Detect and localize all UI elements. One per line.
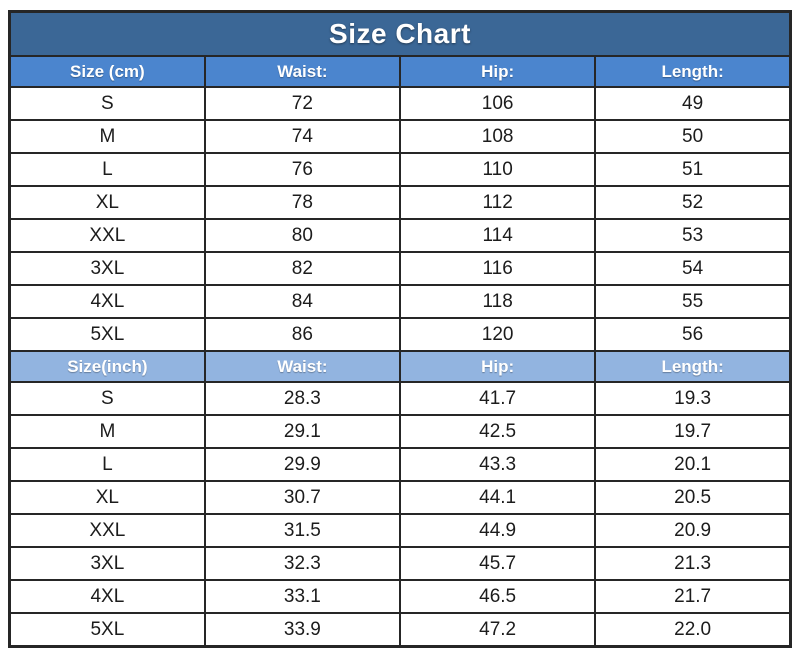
table-row: M 74 108 50: [8, 119, 792, 154]
measurement-value-cell: 21.3: [594, 546, 792, 581]
measure-column-header: Waist:: [203, 55, 402, 88]
measurement-value-cell: 43.3: [398, 447, 597, 482]
table-row: S 28.3 41.7 19.3: [8, 381, 792, 416]
measurement-value-cell: 108: [398, 119, 597, 154]
measurement-value-cell: 84: [203, 284, 402, 319]
measurement-value-cell: 30.7: [203, 480, 402, 515]
size-chart-title: Size Chart: [8, 10, 792, 57]
measurement-value-cell: 53: [594, 218, 792, 253]
measurement-value-cell: 19.3: [594, 381, 792, 416]
measurement-value-cell: 19.7: [594, 414, 792, 449]
measurement-value-cell: 82: [203, 251, 402, 286]
measurement-value-cell: 31.5: [203, 513, 402, 548]
size-label-cell: XXL: [8, 513, 206, 548]
table-row: 3XL 32.3 45.7 21.3: [8, 546, 792, 581]
table-row: 5XL 33.9 47.2 22.0: [8, 612, 792, 648]
header-row-centimeters: Size (cm) Waist: Hip: Length:: [8, 55, 792, 88]
measure-column-header: Waist:: [203, 350, 402, 383]
table-row: S 72 106 49: [8, 86, 792, 121]
size-column-header: Size (cm): [8, 55, 206, 88]
measurement-value-cell: 29.9: [203, 447, 402, 482]
size-label-cell: S: [8, 86, 206, 121]
measurement-value-cell: 114: [398, 218, 597, 253]
measurement-value-cell: 47.2: [398, 612, 597, 648]
size-label-cell: 5XL: [8, 317, 206, 352]
measure-column-header: Length:: [594, 55, 792, 88]
measure-column-header: Length:: [594, 350, 792, 383]
title-row: Size Chart: [8, 10, 792, 57]
measurement-value-cell: 28.3: [203, 381, 402, 416]
measurement-value-cell: 29.1: [203, 414, 402, 449]
measurement-value-cell: 21.7: [594, 579, 792, 614]
size-column-header: Size(inch): [8, 350, 206, 383]
measurement-value-cell: 44.1: [398, 480, 597, 515]
size-label-cell: XL: [8, 185, 206, 220]
measurement-value-cell: 80: [203, 218, 402, 253]
size-label-cell: L: [8, 152, 206, 187]
measurement-value-cell: 72: [203, 86, 402, 121]
size-label-cell: M: [8, 119, 206, 154]
size-chart: Size Chart Size (cm) Waist: Hip: Length: S 72…: [8, 10, 792, 648]
measurement-value-cell: 74: [203, 119, 402, 154]
measurement-value-cell: 46.5: [398, 579, 597, 614]
measurement-value-cell: 51: [594, 152, 792, 187]
size-label-cell: L: [8, 447, 206, 482]
measurement-value-cell: 116: [398, 251, 597, 286]
measure-column-header: Hip:: [398, 55, 597, 88]
size-label-cell: M: [8, 414, 206, 449]
size-label-cell: 4XL: [8, 579, 206, 614]
measurement-value-cell: 20.5: [594, 480, 792, 515]
measurement-value-cell: 41.7: [398, 381, 597, 416]
measurement-value-cell: 20.9: [594, 513, 792, 548]
measurement-value-cell: 112: [398, 185, 597, 220]
size-chart-table: Size Chart Size (cm) Waist: Hip: Length: S 72…: [8, 10, 792, 648]
measurement-value-cell: 42.5: [398, 414, 597, 449]
header-row-inches: Size(inch) Waist: Hip: Length:: [8, 350, 792, 383]
table-row: M 29.1 42.5 19.7: [8, 414, 792, 449]
measurement-value-cell: 54: [594, 251, 792, 286]
size-label-cell: S: [8, 381, 206, 416]
table-row: 5XL 86 120 56: [8, 317, 792, 352]
measurement-value-cell: 55: [594, 284, 792, 319]
measurement-value-cell: 20.1: [594, 447, 792, 482]
measurement-value-cell: 118: [398, 284, 597, 319]
table-row: 4XL 84 118 55: [8, 284, 792, 319]
table-row: XL 78 112 52: [8, 185, 792, 220]
measurement-value-cell: 32.3: [203, 546, 402, 581]
measurement-value-cell: 120: [398, 317, 597, 352]
table-row: L 76 110 51: [8, 152, 792, 187]
measurement-value-cell: 33.1: [203, 579, 402, 614]
size-label-cell: 5XL: [8, 612, 206, 648]
size-label-cell: XXL: [8, 218, 206, 253]
table-row: XL 30.7 44.1 20.5: [8, 480, 792, 515]
measurement-value-cell: 33.9: [203, 612, 402, 648]
size-label-cell: 3XL: [8, 251, 206, 286]
size-label-cell: 3XL: [8, 546, 206, 581]
measurement-value-cell: 106: [398, 86, 597, 121]
table-row: L 29.9 43.3 20.1: [8, 447, 792, 482]
measure-column-header: Hip:: [398, 350, 597, 383]
measurement-value-cell: 86: [203, 317, 402, 352]
table-row: 4XL 33.1 46.5 21.7: [8, 579, 792, 614]
measurement-value-cell: 78: [203, 185, 402, 220]
measurement-value-cell: 44.9: [398, 513, 597, 548]
size-table-body: Size (cm) Waist: Hip: Length: S 72 106 49 M 74 108…: [8, 55, 792, 648]
table-row: XXL 80 114 53: [8, 218, 792, 253]
measurement-value-cell: 45.7: [398, 546, 597, 581]
table-row: 3XL 82 116 54: [8, 251, 792, 286]
measurement-value-cell: 52: [594, 185, 792, 220]
table-row: XXL 31.5 44.9 20.9: [8, 513, 792, 548]
measurement-value-cell: 76: [203, 152, 402, 187]
measurement-value-cell: 49: [594, 86, 792, 121]
measurement-value-cell: 50: [594, 119, 792, 154]
measurement-value-cell: 56: [594, 317, 792, 352]
size-label-cell: XL: [8, 480, 206, 515]
size-label-cell: 4XL: [8, 284, 206, 319]
measurement-value-cell: 22.0: [594, 612, 792, 648]
measurement-value-cell: 110: [398, 152, 597, 187]
